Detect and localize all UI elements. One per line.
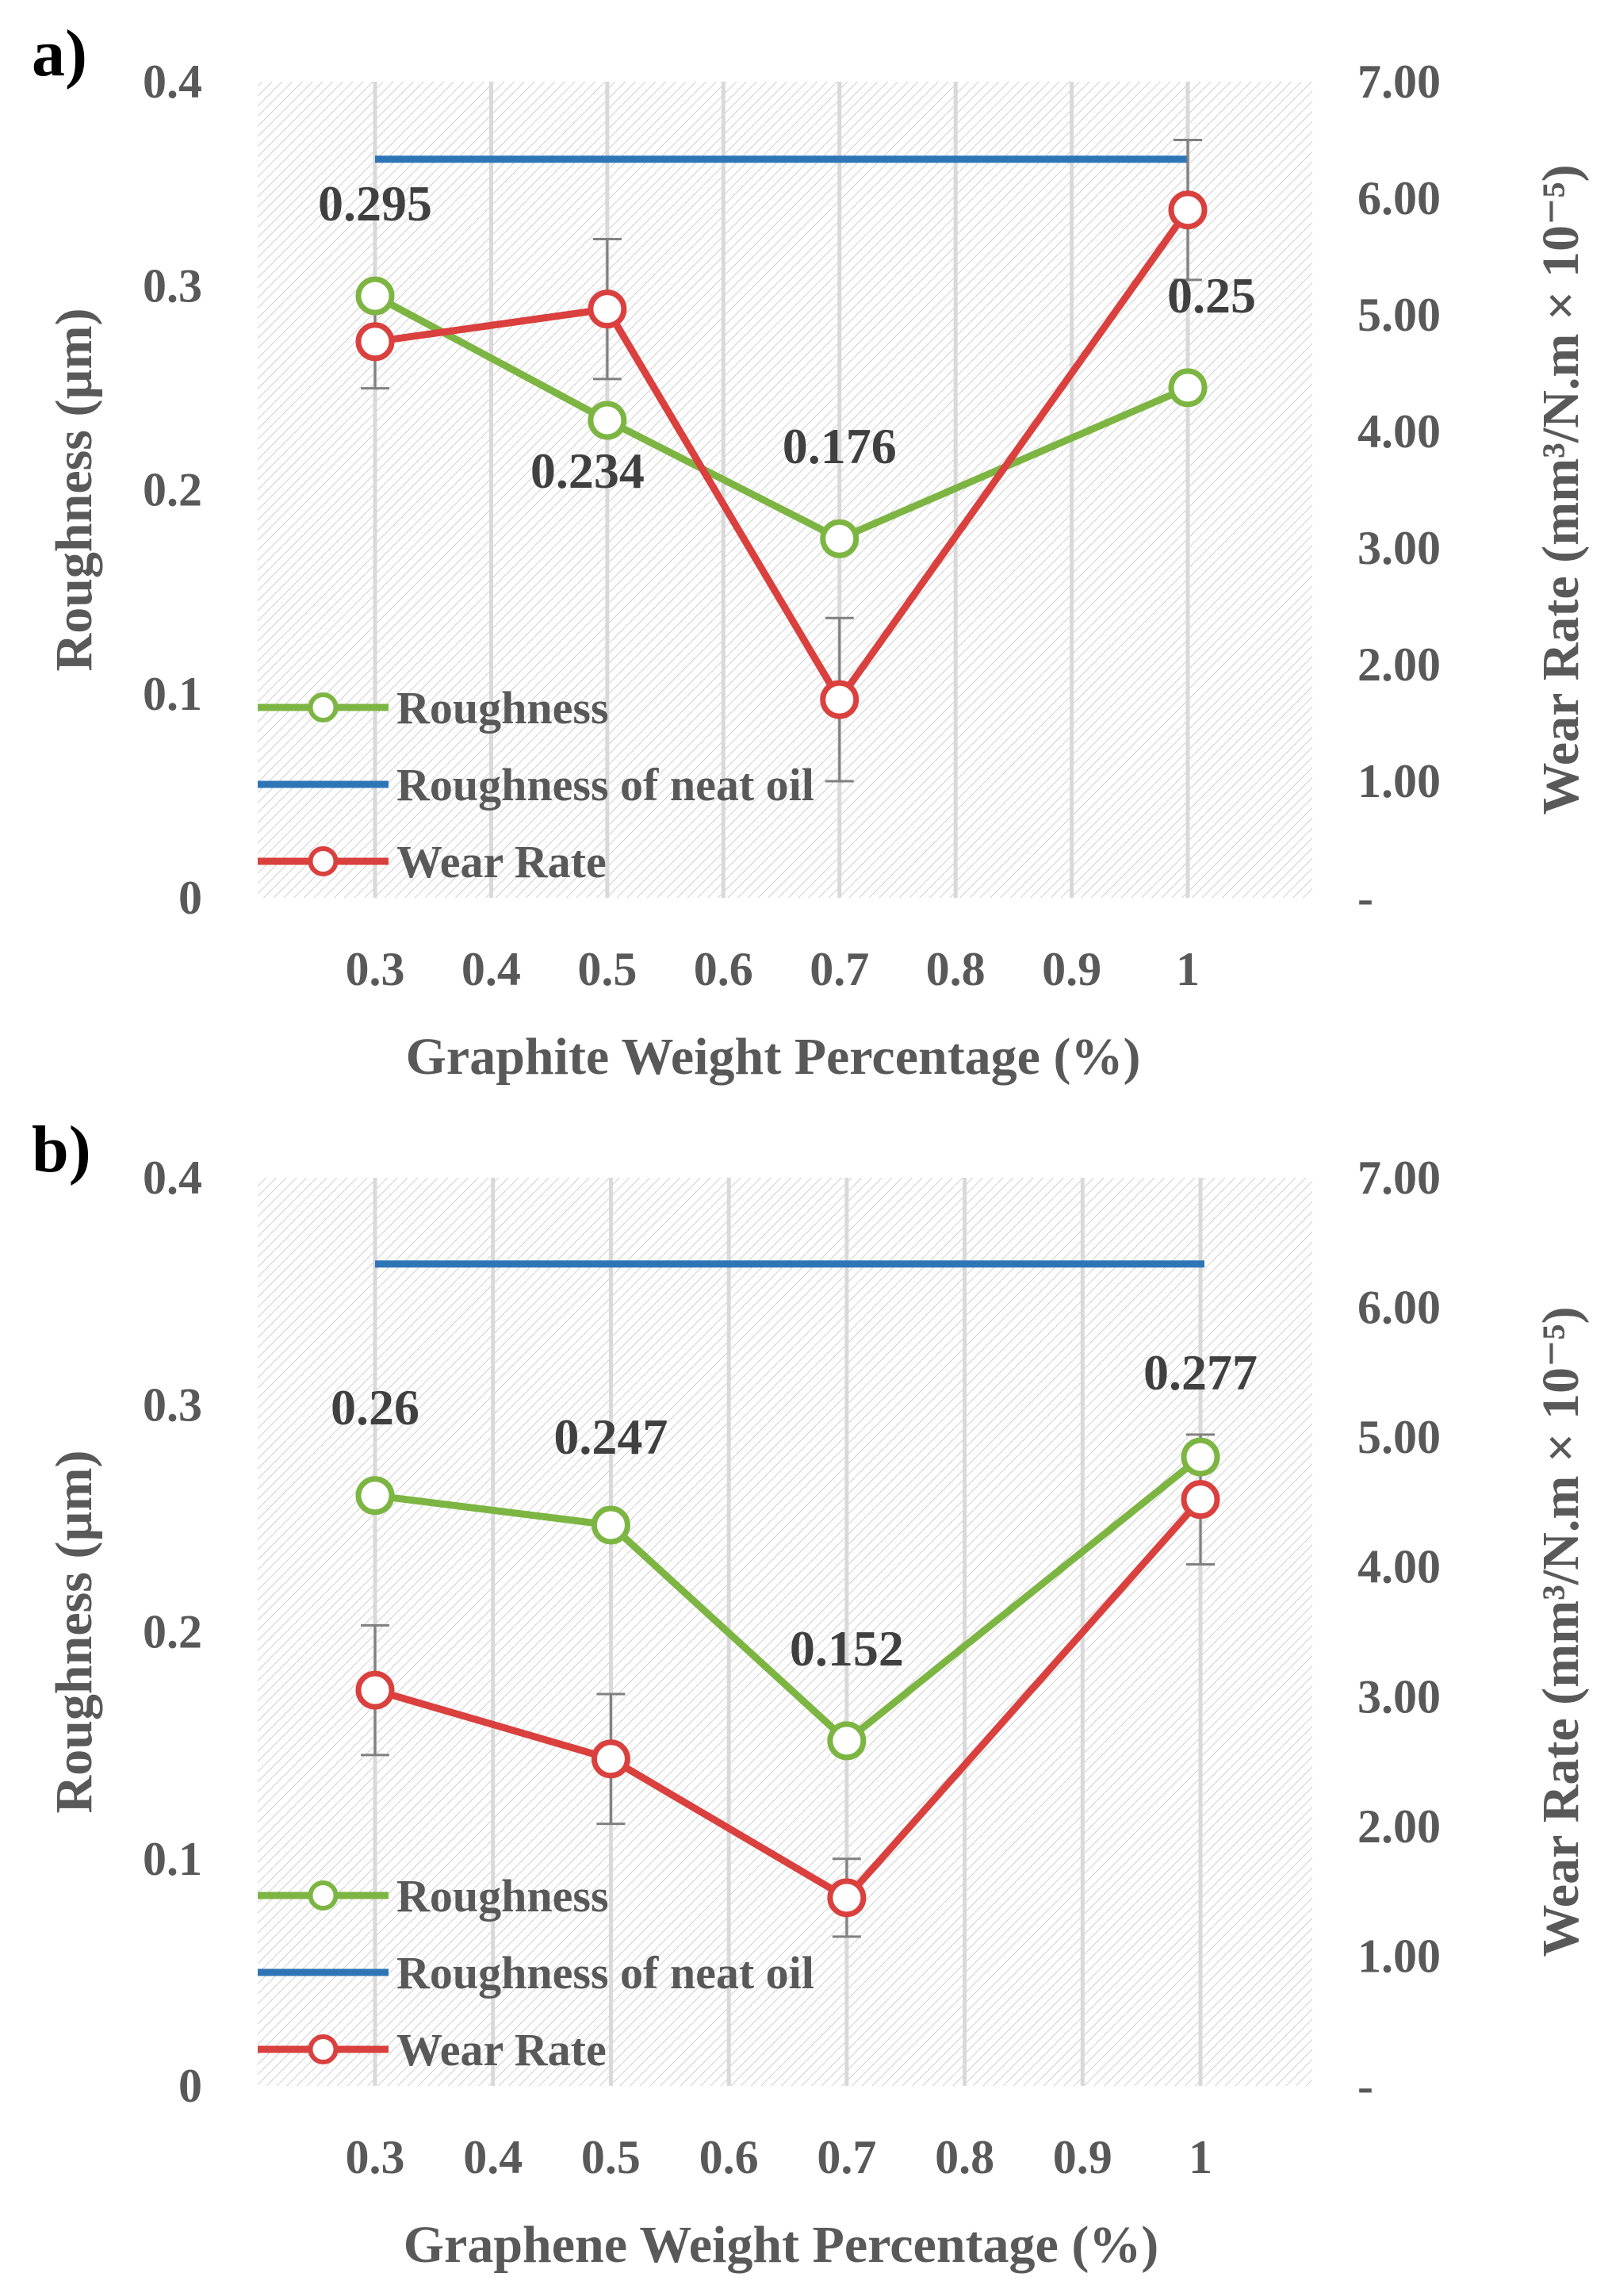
x-tick: 1 — [1189, 2131, 1212, 2183]
y-tick-right: - — [1357, 872, 1373, 924]
y-tick-right: 3.00 — [1357, 1670, 1441, 1723]
y-tick-right: 1.00 — [1357, 1930, 1441, 1982]
y-tick-left: 0.2 — [143, 464, 202, 516]
y-tick-right: 6.00 — [1357, 1282, 1441, 1334]
data-label-roughness: 0.26 — [331, 1379, 419, 1435]
legend-roughness-marker — [308, 692, 339, 723]
series-line-wear-rate — [373, 1497, 1204, 1902]
roughness-point — [355, 276, 395, 316]
legend-wear-rate-label: Wear Rate — [396, 836, 607, 887]
data-label-roughness: 0.152 — [790, 1620, 904, 1677]
chart-panel-a: a) 0 0.1 0.2 0.3 0.4 - 1.00 2.00 3.00 4.00 5.00 6.00… — [32, 17, 1590, 1086]
wear-rate-point — [820, 680, 860, 719]
wear-rate-point — [588, 289, 627, 329]
roughness-point — [1181, 1437, 1220, 1477]
roughness-point — [591, 1505, 630, 1545]
x-tick: 0.6 — [694, 943, 753, 995]
y-axis-label-left: Roughness (µm) — [45, 1451, 103, 1814]
y-axis-label-left: Roughness (µm) — [45, 309, 103, 672]
y-tick-left: 0.3 — [143, 1378, 202, 1431]
y-tick-right: 2.00 — [1357, 1800, 1441, 1853]
y-tick-left: 0.4 — [143, 1152, 202, 1204]
y-tick-left: 0.1 — [143, 668, 202, 720]
wear-rate-point — [1181, 1480, 1220, 1520]
legend-neat-oil-label: Roughness of neat oil — [396, 1947, 814, 1999]
y-tick-right: 1.00 — [1357, 755, 1441, 807]
data-label-roughness: 0.277 — [1143, 1344, 1258, 1401]
y-tick-right: 4.00 — [1357, 1541, 1441, 1593]
roughness-point — [820, 519, 860, 558]
series-line-roughness — [373, 293, 1189, 542]
data-label-roughness: 0.234 — [530, 443, 645, 499]
y-tick-right: 5.00 — [1357, 289, 1441, 341]
x-tick: 0.5 — [581, 2131, 641, 2183]
x-tick: 0.8 — [935, 2131, 994, 2183]
legend-wear-rate-marker — [308, 846, 339, 876]
x-tick: 0.9 — [1053, 2131, 1112, 2183]
x-tick: 1 — [1176, 943, 1200, 995]
series-line-roughness — [374, 1454, 1203, 1745]
y-tick-left: 0.2 — [143, 1606, 202, 1658]
legend-neat-oil-label: Roughness of neat oil — [396, 759, 814, 811]
data-label-roughness: 0.295 — [318, 175, 432, 232]
panel-label: b) — [32, 1113, 91, 1186]
y-tick-right: 3.00 — [1357, 522, 1441, 574]
y-tick-right: 2.00 — [1357, 638, 1441, 691]
roughness-point — [1168, 368, 1208, 408]
wear-rate-point — [827, 1878, 867, 1918]
y-tick-right: 6.00 — [1357, 172, 1441, 224]
plot-area — [258, 1178, 1312, 2086]
legend-roughness-marker — [308, 1880, 339, 1911]
y-tick-right: 5.00 — [1357, 1411, 1441, 1463]
wear-rate-point — [355, 1670, 395, 1710]
series-line-wear-rate — [374, 208, 1191, 703]
legend-wear-rate-label: Wear Rate — [396, 2024, 607, 2076]
wear-rate-point — [355, 322, 395, 362]
x-tick: 0.7 — [810, 943, 869, 995]
panel-label: a) — [32, 17, 87, 90]
y-tick-right: 4.00 — [1357, 405, 1441, 458]
wear-rate-point — [591, 1739, 630, 1779]
x-tick: 0.4 — [463, 2131, 523, 2183]
data-label-roughness: 0.176 — [783, 418, 897, 474]
data-label-roughness: 0.247 — [553, 1409, 668, 1465]
roughness-point — [355, 1476, 395, 1516]
y-tick-left: 0 — [178, 872, 202, 924]
y-tick-right: 7.00 — [1357, 1152, 1441, 1204]
y-axis-label-right: Wear Rate (mm³/N.m × 10⁻⁵) — [1532, 1306, 1590, 1957]
roughness-point — [588, 401, 627, 440]
y-tick-left: 0.4 — [143, 56, 202, 108]
x-tick: 0.7 — [817, 2131, 876, 2183]
data-label-roughness: 0.25 — [1167, 267, 1256, 324]
y-tick-right: 7.00 — [1357, 56, 1441, 108]
x-tick: 0.5 — [577, 943, 637, 995]
chart-panel-b: b) 0 0.1 0.2 0.3 0.4 - 1.00 2.00 3.00 4.00 5.00 6.00… — [32, 1113, 1590, 2274]
x-tick: 0.8 — [926, 943, 986, 995]
x-axis-label: Graphene Weight Percentage (%) — [404, 2216, 1159, 2274]
x-tick: 0.3 — [346, 2131, 405, 2183]
x-axis-label: Graphite Weight Percentage (%) — [406, 1028, 1141, 1086]
x-tick: 0.3 — [346, 943, 405, 995]
y-tick-left: 0.1 — [143, 1833, 202, 1885]
legend-roughness-label: Roughness — [396, 1870, 609, 1922]
y-axis-label-right: Wear Rate (mm³/N.m × 10⁻⁵) — [1532, 164, 1590, 815]
wear-rate-point — [1168, 190, 1208, 230]
y-tick-right: - — [1357, 2060, 1373, 2112]
plot-area — [258, 82, 1312, 898]
legend-wear-rate-marker — [308, 2034, 339, 2064]
y-tick-left: 0.3 — [143, 259, 202, 312]
y-tick-left: 0 — [178, 2060, 202, 2112]
x-tick: 0.6 — [699, 2131, 759, 2183]
x-tick: 0.4 — [461, 943, 521, 995]
x-tick: 0.9 — [1042, 943, 1101, 995]
legend-roughness-label: Roughness — [396, 682, 609, 734]
roughness-point — [827, 1721, 867, 1761]
